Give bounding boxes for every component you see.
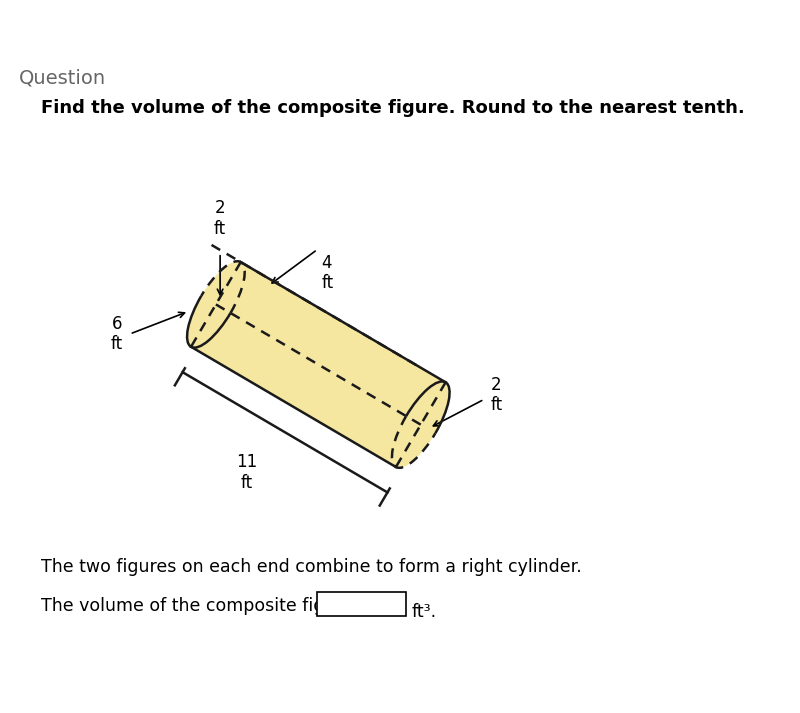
Text: 6
ft: 6 ft	[110, 314, 123, 354]
Text: The two figures on each end combine to form a right cylinder.: The two figures on each end combine to f…	[41, 558, 582, 575]
Text: 2
ft: 2 ft	[214, 199, 226, 237]
Bar	[318, 593, 406, 616]
Text: 2
ft: 2 ft	[491, 376, 503, 414]
Text: 11
ft: 11 ft	[236, 453, 258, 492]
Text: Question: Question	[18, 68, 106, 87]
Text: ft³.: ft³.	[411, 603, 437, 621]
Ellipse shape	[392, 381, 450, 468]
Text: Find the volume of the composite figure. Round to the nearest tenth.: Find the volume of the composite figure.…	[41, 98, 744, 117]
Text: The volume of the composite figure is: The volume of the composite figure is	[41, 597, 372, 615]
Ellipse shape	[187, 261, 245, 348]
Polygon shape	[191, 262, 446, 467]
Text: 4
ft: 4 ft	[322, 254, 334, 292]
